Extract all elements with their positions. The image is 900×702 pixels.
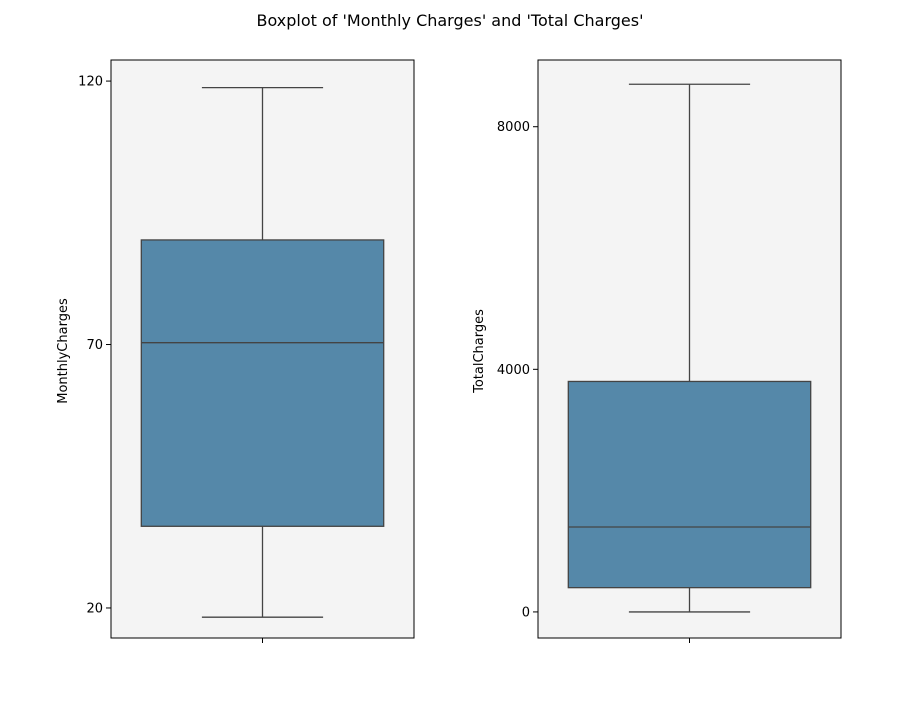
monthly-charges-ylabel: MonthlyCharges: [56, 298, 71, 404]
monthly-charges-ytick-label: 120: [78, 75, 103, 90]
monthly-charges-ytick-label: 20: [86, 601, 103, 616]
total-charges-ytick-label: 8000: [497, 120, 530, 135]
total-charges-box: [567, 380, 812, 589]
monthly-charges-panel: 20 70 120 MonthlyCharges: [56, 59, 415, 643]
total-charges-ytick-label: 0: [522, 605, 530, 620]
total-charges-ylabel: TotalCharges: [472, 309, 487, 394]
total-charges-ytick-label: 4000: [497, 363, 530, 378]
monthly-charges-box: [140, 239, 385, 527]
total-charges-panel: 0 4000 8000 TotalCharges: [472, 59, 842, 643]
figure-title: Boxplot of 'Monthly Charges' and 'Total …: [257, 11, 644, 30]
monthly-charges-ytick-label: 70: [86, 338, 103, 353]
